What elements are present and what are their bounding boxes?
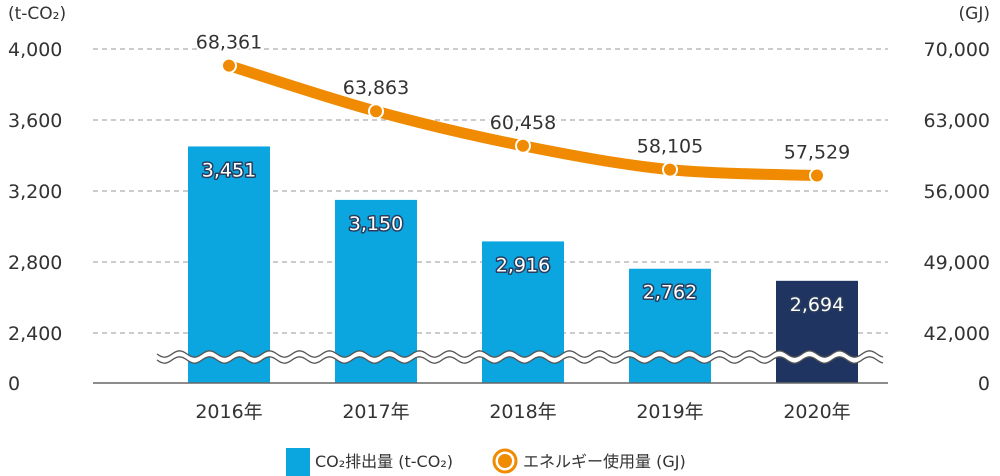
legend-line-marker-fill: [498, 454, 512, 468]
y-left-tick-label: 3,600: [8, 110, 62, 132]
line-point: [368, 103, 384, 120]
line-point: [515, 137, 531, 154]
x-axis-categories: 2016年 2017年 2018年 2019年 2020年: [195, 401, 850, 423]
y-left-tick-label: 3,200: [8, 181, 62, 203]
y-left-tick-label: 2,800: [8, 252, 62, 274]
line-point: [809, 167, 825, 184]
y-axis-right: (GJ) 0 42,000 49,000 56,000 63,000 70,000: [924, 4, 990, 395]
y-right-tick-label: 0: [978, 373, 990, 395]
axis-break-line: [156, 356, 884, 364]
y-right-tick-label: 56,000: [924, 181, 990, 203]
y-right-tick-label: 70,000: [924, 39, 990, 61]
bar: [188, 146, 270, 383]
axis-break-band: [157, 350, 884, 364]
bar-series: 3,451 3,150 2,916 2,762 2,694: [188, 146, 858, 383]
x-category-label: 2016年: [195, 401, 262, 423]
legend-line-label: エネルギー使用量 (GJ): [523, 452, 686, 471]
x-category-label: 2020年: [783, 401, 850, 423]
bar: [335, 199, 417, 383]
bar-value-label: 3,150: [349, 213, 403, 235]
legend-bar-swatch: [286, 448, 310, 476]
bar: [629, 268, 711, 383]
y-right-tick-label: 49,000: [924, 252, 990, 274]
bar-value-label: 2,916: [496, 254, 550, 276]
line-series: 68,361 63,863 60,458 58,105 57,529: [194, 30, 852, 184]
y-axis-right-unit: (GJ): [959, 4, 990, 24]
bar-value-label: 2,694: [790, 294, 844, 316]
line-value-label: 68,361: [196, 32, 262, 54]
bar-value-label: 3,451: [202, 159, 256, 181]
line-value-label: 60,458: [490, 112, 556, 134]
y-axis-left: (t-CO₂) 0 2,400 2,800 3,200 3,600 4,000: [8, 4, 66, 395]
y-right-tick-label: 63,000: [924, 110, 990, 132]
y-left-tick-label: 4,000: [8, 39, 62, 61]
line-value-label: 57,529: [784, 141, 850, 163]
line-point: [662, 161, 678, 178]
axis-break-line: [156, 350, 884, 358]
legend: CO₂排出量 (t-CO₂) エネルギー使用量 (GJ): [286, 448, 686, 476]
bar-value-label: 2,762: [643, 282, 697, 304]
line-value-label: 58,105: [637, 136, 703, 158]
line-point: [221, 57, 237, 74]
x-category-label: 2017年: [342, 401, 409, 423]
axis-break: [156, 350, 884, 364]
line-value-label: 63,863: [343, 77, 409, 99]
y-left-tick-label: 0: [8, 373, 20, 395]
y-axis-left-unit: (t-CO₂): [8, 4, 66, 24]
legend-bar-label: CO₂排出量 (t-CO₂): [315, 452, 453, 471]
x-category-label: 2019年: [636, 401, 703, 423]
x-category-label: 2018年: [489, 401, 556, 423]
y-left-tick-label: 2,400: [8, 323, 62, 345]
bar: [776, 280, 858, 383]
y-right-tick-label: 42,000: [924, 323, 990, 345]
